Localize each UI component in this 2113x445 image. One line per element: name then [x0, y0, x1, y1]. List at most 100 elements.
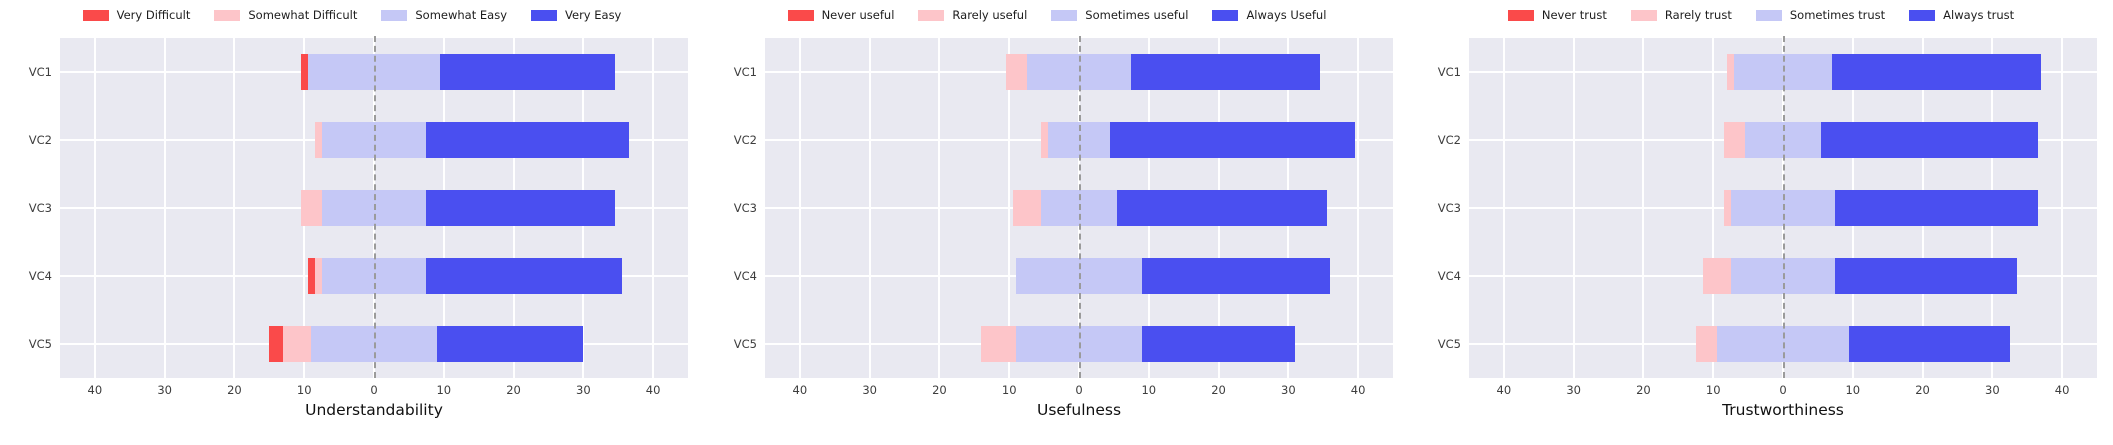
x-axis-ticks: 40 30 20 10 0 10 20 30 40	[1469, 383, 2097, 398]
legend-item: Somewhat Difficult	[214, 8, 357, 22]
x-tick-label: 30	[1985, 383, 2000, 397]
legend-label: Always trust	[1943, 8, 2015, 22]
bar-segment-sometimes-useful	[1016, 258, 1142, 294]
y-axis-label: VC4	[28, 269, 52, 283]
bar-segment-somewhat-easy	[307, 54, 441, 90]
legend-label: Very Easy	[565, 8, 622, 22]
legend-item: Always Useful	[1212, 8, 1326, 22]
y-axis-label: VC2	[28, 133, 52, 147]
x-tick-label: 10	[1845, 383, 1861, 397]
bar-segment-somewhat-difficult	[300, 190, 322, 226]
bar-segment-rarely-trust	[1723, 122, 1745, 158]
y-axis-label: VC3	[733, 201, 757, 215]
bar-segment-rarely-trust	[1695, 326, 1717, 362]
bar-segment-rarely-useful	[1005, 54, 1027, 90]
bar-segment-very-easy	[426, 122, 629, 158]
x-tick-label: 10	[1705, 383, 1721, 397]
zero-reference-line	[374, 36, 376, 378]
y-axis-label: VC5	[28, 337, 52, 351]
bar-segment-always-useful	[1141, 258, 1331, 294]
legend-item: Never trust	[1507, 8, 1607, 22]
bar-segment-always-trust	[1849, 326, 2010, 362]
legend-understandability: Very Difficult Somewhat Difficult Somewhat…	[0, 4, 704, 26]
x-axis-title-understandability: Understandability	[305, 401, 443, 419]
legend-label: Sometimes useful	[1085, 8, 1189, 22]
legend-item: Sometimes trust	[1755, 8, 1885, 22]
y-axis-label: VC3	[28, 201, 52, 215]
legend-item: Somewhat Easy	[381, 8, 507, 22]
x-axis-ticks: 40 30 20 10 0 10 20 30 40	[60, 383, 688, 398]
bar-segment-very-easy	[426, 190, 615, 226]
x-tick-label: 0	[370, 383, 378, 397]
plot-area-usefulness	[765, 36, 1393, 378]
x-tick-label: 30	[157, 383, 172, 397]
legend-swatch-icon	[1212, 9, 1239, 21]
bar-segment-somewhat-easy	[311, 326, 437, 362]
legend-swatch-icon	[531, 9, 558, 21]
x-tick-label: 10	[1001, 383, 1017, 397]
bar-segment-somewhat-easy	[321, 190, 427, 226]
y-axis-label: VC1	[28, 65, 52, 79]
x-axis-title-trustworthiness: Trustworthiness	[1722, 401, 1844, 419]
x-tick-label: 20	[1636, 383, 1651, 397]
y-axis-label: VC3	[1437, 201, 1461, 215]
bar-segment-always-useful	[1131, 54, 1320, 90]
x-tick-label: 30	[1281, 383, 1296, 397]
legend-item: Very Easy	[531, 8, 621, 22]
x-tick-label: 40	[87, 383, 103, 397]
legend-item: Always trust	[1909, 8, 2014, 22]
chart-panel-understandability: Very Difficult Somewhat Difficult Somewhat…	[0, 0, 704, 445]
legend-swatch-icon	[1051, 9, 1078, 21]
x-tick-label: 20	[227, 383, 242, 397]
bar-segment-rarely-trust	[1723, 190, 1731, 226]
x-tick-label: 10	[296, 383, 312, 397]
bar-segment-somewhat-difficult	[283, 326, 312, 362]
y-axis-labels: VC1 VC2 VC3 VC4 VC5	[1409, 38, 1461, 378]
legend-item: Rarely useful	[918, 8, 1027, 22]
zero-reference-line	[1079, 36, 1081, 378]
x-axis-ticks: 40 30 20 10 0 10 20 30 40	[765, 383, 1393, 398]
x-tick-label: 40	[2054, 383, 2070, 397]
x-tick-label: 20	[506, 383, 521, 397]
y-axis-label: VC4	[733, 269, 757, 283]
y-axis-label: VC1	[1437, 65, 1461, 79]
legend-swatch-icon	[381, 9, 408, 21]
bar-segment-always-trust	[1821, 122, 2038, 158]
x-tick-label: 20	[932, 383, 947, 397]
x-tick-label: 30	[576, 383, 591, 397]
bar-segment-very-difficult	[307, 258, 315, 294]
bar-segment-very-difficult	[300, 54, 308, 90]
y-axis-label: VC2	[733, 133, 757, 147]
bar-segment-sometimes-trust	[1734, 54, 1832, 90]
plot-area-understandability	[60, 36, 688, 378]
legend-swatch-icon	[1909, 9, 1936, 21]
legend-label: Never useful	[821, 8, 895, 22]
bar-segment-always-trust	[1835, 258, 2017, 294]
bar-segment-somewhat-difficult	[314, 122, 322, 158]
legend-label: Rarely useful	[952, 8, 1028, 22]
x-tick-label: 0	[1075, 383, 1083, 397]
bar-segment-somewhat-easy	[321, 258, 427, 294]
bar-segment-sometimes-useful	[1040, 190, 1118, 226]
y-axis-label: VC1	[733, 65, 757, 79]
x-tick-label: 20	[1211, 383, 1226, 397]
legend-swatch-icon	[787, 9, 814, 21]
legend-item: Rarely trust	[1630, 8, 1732, 22]
y-axis-label: VC2	[1437, 133, 1461, 147]
y-axis-label: VC5	[733, 337, 757, 351]
legend-label: Somewhat Easy	[415, 8, 508, 22]
legend-swatch-icon	[918, 9, 945, 21]
x-axis-title-usefulness: Usefulness	[1036, 401, 1122, 419]
bar-segment-sometimes-useful	[1026, 54, 1132, 90]
bar-segment-somewhat-easy	[321, 122, 427, 158]
x-tick-label: 30	[1566, 383, 1581, 397]
y-axis-labels: VC1 VC2 VC3 VC4 VC5	[0, 38, 52, 378]
legend-label: Always Useful	[1246, 8, 1327, 22]
x-tick-label: 10	[1141, 383, 1157, 397]
bar-segment-sometimes-trust	[1716, 326, 1850, 362]
legend-swatch-icon	[1755, 9, 1782, 21]
x-tick-label: 40	[792, 383, 808, 397]
bar-segment-sometimes-useful	[1047, 122, 1111, 158]
chart-panel-usefulness: Never useful Rarely useful Sometimes usefu…	[705, 0, 1409, 445]
bar-segment-very-easy	[440, 54, 615, 90]
